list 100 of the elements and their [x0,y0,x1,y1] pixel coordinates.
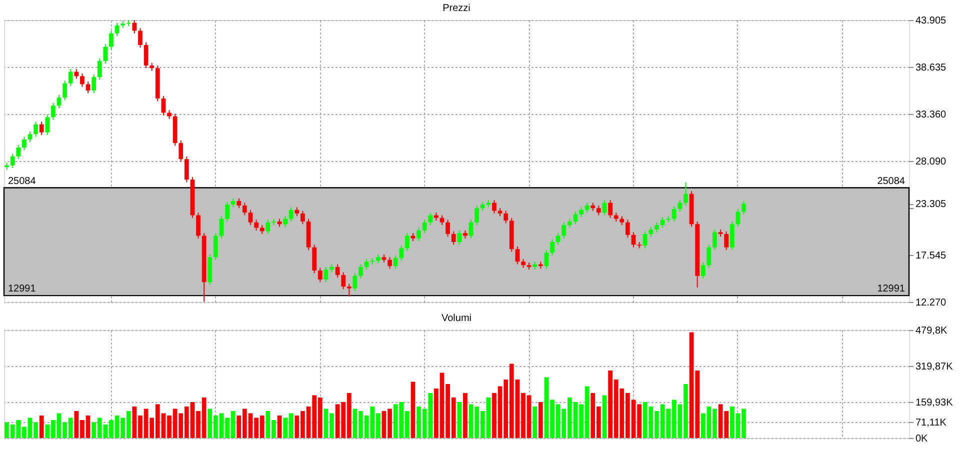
candlestick [474,204,479,226]
candlestick [736,208,740,228]
candlestick [266,219,270,234]
candlestick [428,212,433,226]
candlestick [700,262,706,280]
candlestick [114,22,120,37]
bar [457,402,462,438]
bar [277,415,282,438]
candlestick [584,202,590,214]
candlestick [626,219,630,238]
candlestick [219,216,224,239]
candlestick [10,153,15,169]
candlestick [28,130,32,143]
candlestick [422,219,427,234]
candlestick [62,80,67,101]
y-tick-label: 159,93K [916,398,954,408]
candlestick [132,20,137,34]
candlestick [404,232,410,252]
candlestick [97,58,102,80]
annotation: 25084 [877,176,906,187]
candlestick [16,144,21,160]
candlestick [684,182,688,206]
candlestick [364,258,369,270]
candlestick [283,216,288,228]
candlestick [446,219,450,238]
candlestick [504,210,508,224]
candlestick [724,230,729,251]
candlestick [56,94,62,109]
candlestick [492,200,496,214]
candlestick [388,256,392,270]
candlestick [393,254,398,270]
y-tick-label: 38.635 [916,62,947,74]
candlestick [138,28,142,48]
bar [602,395,607,438]
candlestick [92,74,96,94]
candlestick [712,229,717,251]
candlestick [109,30,114,50]
y-tick-label: 28.090 [916,156,947,168]
chart-title: Volumi [441,313,472,324]
y-tick-label: 479,8K [916,326,948,336]
y-tick-label: 23.305 [916,199,947,210]
candlestick [86,81,90,94]
candlestick [642,230,648,249]
candlestick [213,232,218,260]
bar [538,402,543,438]
candlestick [184,156,189,183]
candlestick [80,73,84,88]
candlestick [515,246,520,265]
candlestick [34,121,38,138]
candlestick [346,283,352,297]
candlestick [236,198,242,209]
y-tick-label: 12.270 [916,298,947,308]
candlestick [468,219,474,239]
candlestick [242,202,247,216]
y-tick-label: 71,11K [916,417,947,428]
y-tick-label: 0K [916,434,928,444]
candlestick [248,209,253,226]
annotation: 12991 [8,284,36,295]
candlestick [730,221,734,251]
candlestick [178,140,184,162]
candlestick [324,266,328,283]
candlestick [451,230,456,246]
candlestick [300,210,305,225]
candlestick [335,264,340,278]
candlestick [144,42,148,69]
candlestick [579,206,584,218]
candlestick [648,226,654,238]
candlestick [22,136,26,151]
annotation: 25084 [8,176,36,187]
chart-title: Prezzi [442,3,470,14]
candlestick [288,206,294,222]
candlestick [68,68,73,87]
candlestick [399,245,404,262]
candlestick [672,206,676,222]
bar [39,415,44,438]
candlestick [45,114,50,136]
y-tick-label: 43.905 [916,16,947,26]
candlestick [654,222,659,233]
candlestick [440,214,444,226]
candlestick [196,212,200,239]
candlestick [318,267,322,283]
candlestick [544,250,549,270]
y-tick-label: 319,87K [916,362,954,372]
bar [463,392,468,438]
y-tick-label: 17.545 [916,250,947,262]
candlestick [660,216,665,228]
annotation: 12991 [877,284,906,295]
candlestick [457,230,462,246]
candlestick [352,272,358,292]
candlestick [312,244,316,274]
candlestick [678,200,682,212]
candlestick [161,95,166,116]
candlestick [341,272,346,290]
candlestick [608,200,612,218]
candlestick [225,201,230,222]
candlestick [103,44,108,64]
candlestick [706,244,712,268]
candlestick [51,102,56,120]
y-tick-label: 33.360 [916,110,947,120]
candlestick [74,68,79,80]
